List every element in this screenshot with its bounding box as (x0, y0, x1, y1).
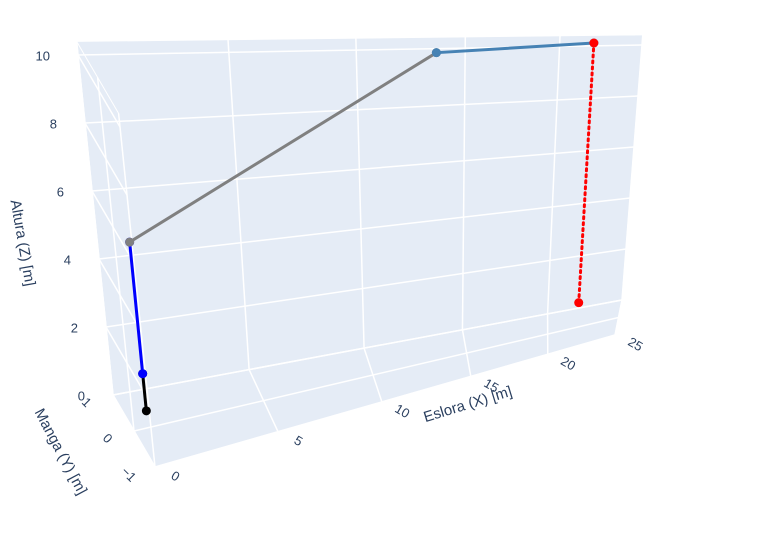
point (138, 369, 147, 378)
z-tick-label: 6 (57, 184, 64, 199)
z-tick-label: 4 (64, 252, 71, 267)
point (125, 238, 134, 247)
point (574, 298, 583, 307)
z-tick-label: 2 (71, 320, 78, 335)
point (432, 48, 441, 57)
x-tick-label: 0 (169, 468, 183, 485)
x-tick-label: 5 (292, 432, 306, 449)
x-axis-title: Eslora (X) [m] (422, 383, 515, 426)
z-axis-title: Altura (Z) [m] (7, 198, 39, 287)
point (589, 38, 598, 47)
y-tick-label: 0 (100, 430, 116, 446)
x-tick-label: 25 (626, 334, 646, 354)
y-axis-title: Manga (Y) [m] (31, 406, 91, 498)
y-tick-label: −1 (118, 464, 139, 485)
z-tick-label: 10 (36, 48, 50, 63)
point (142, 406, 151, 415)
z-tick-label: 0 (78, 388, 85, 403)
x-tick-label: 20 (558, 353, 578, 373)
x-tick-label: 10 (392, 401, 412, 421)
z-tick-label: 8 (50, 116, 57, 131)
